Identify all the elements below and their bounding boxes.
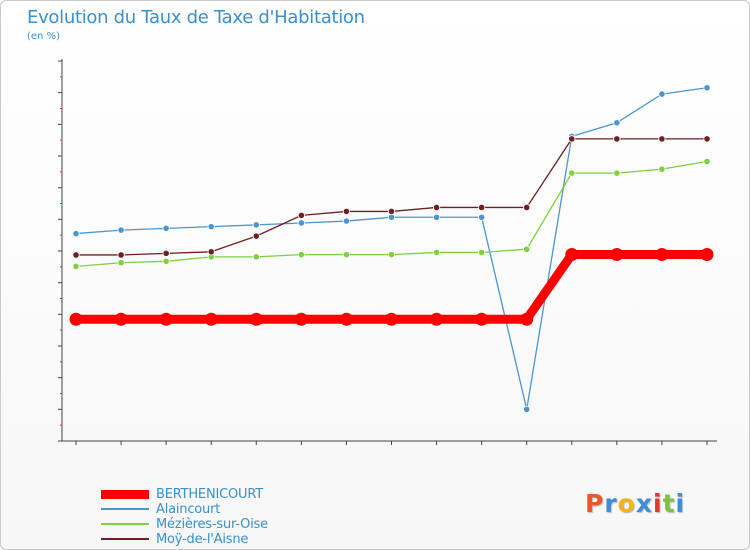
legend-swatch bbox=[101, 538, 149, 540]
data-point bbox=[387, 213, 396, 221]
data-point bbox=[523, 203, 531, 212]
data-point bbox=[432, 203, 441, 212]
data-point bbox=[432, 248, 441, 257]
data-point bbox=[478, 248, 486, 257]
series-line-1 bbox=[75, 87, 708, 410]
data-point bbox=[207, 248, 215, 256]
data-point bbox=[117, 226, 125, 234]
data-point bbox=[252, 232, 260, 240]
data-point bbox=[159, 312, 173, 326]
data-point bbox=[339, 312, 353, 326]
data-point bbox=[523, 245, 531, 253]
legend-item: Moÿ-de-l'Aisne bbox=[101, 532, 401, 547]
data-point bbox=[72, 229, 80, 238]
data-point bbox=[294, 312, 308, 326]
data-point bbox=[162, 224, 170, 232]
data-point bbox=[703, 135, 711, 143]
data-point bbox=[162, 249, 170, 257]
legend-item: Alaincourt bbox=[101, 502, 401, 517]
data-point bbox=[568, 135, 576, 143]
data-point bbox=[658, 165, 666, 173]
data-point bbox=[162, 257, 170, 265]
data-point bbox=[342, 217, 351, 225]
data-point bbox=[387, 207, 396, 216]
data-point bbox=[432, 213, 441, 221]
data-point bbox=[249, 312, 263, 326]
data-point bbox=[69, 312, 83, 326]
data-point bbox=[658, 135, 666, 143]
legend-label: BERTHENICOURT bbox=[156, 487, 263, 502]
data-point bbox=[297, 219, 305, 227]
data-point bbox=[613, 119, 621, 127]
series-points bbox=[69, 84, 714, 413]
data-point bbox=[297, 251, 305, 259]
logo-letter: i bbox=[675, 489, 686, 518]
axes bbox=[58, 59, 717, 445]
data-point bbox=[703, 84, 711, 92]
chart-legend: BERTHENICOURT Alaincourt Mézières-sur-Oise… bbox=[101, 487, 401, 547]
data-point bbox=[568, 169, 576, 177]
data-point bbox=[475, 312, 489, 326]
logo-letter: i bbox=[653, 489, 663, 518]
legend-swatch bbox=[101, 523, 149, 525]
data-point bbox=[703, 157, 711, 166]
data-point bbox=[72, 251, 80, 259]
series-lines bbox=[71, 87, 712, 410]
legend-label: Moÿ-de-l'Aisne bbox=[156, 532, 249, 547]
legend-swatch bbox=[101, 508, 149, 510]
data-point bbox=[297, 211, 305, 219]
data-point bbox=[520, 312, 534, 326]
logo-letter: o bbox=[617, 489, 636, 518]
data-point bbox=[117, 251, 125, 259]
data-point bbox=[478, 213, 486, 221]
chart-unit-label: (en %) bbox=[27, 31, 60, 42]
logo-letter: r bbox=[604, 489, 618, 518]
legend-item: Mézières-sur-Oise bbox=[101, 517, 401, 532]
chart-title: Evolution du Taux de Taxe d'Habitation bbox=[27, 7, 365, 28]
data-point bbox=[658, 90, 666, 98]
data-point bbox=[204, 312, 218, 326]
legend-label: Mézières-sur-Oise bbox=[156, 517, 268, 532]
data-point bbox=[72, 262, 80, 270]
data-point bbox=[387, 251, 396, 259]
legend-item: BERTHENICOURT bbox=[101, 487, 401, 502]
data-point bbox=[655, 247, 669, 261]
series-line-0 bbox=[71, 249, 712, 324]
series-line-3 bbox=[75, 138, 708, 256]
data-point bbox=[114, 312, 128, 326]
data-point bbox=[613, 169, 621, 177]
data-point bbox=[610, 247, 624, 261]
data-point bbox=[117, 259, 125, 267]
data-point bbox=[342, 207, 351, 216]
proxiti-logo: Proxiti bbox=[585, 489, 685, 518]
data-point bbox=[342, 251, 351, 259]
data-point bbox=[523, 405, 531, 413]
logo-letter: t bbox=[662, 489, 676, 518]
data-point bbox=[252, 253, 260, 261]
legend-label: Alaincourt bbox=[156, 502, 221, 517]
data-point bbox=[430, 312, 444, 326]
legend-swatch bbox=[101, 490, 149, 499]
data-point bbox=[478, 203, 486, 212]
data-point bbox=[613, 135, 621, 143]
logo-letter: x bbox=[635, 489, 653, 518]
data-point bbox=[252, 221, 260, 229]
data-point bbox=[385, 312, 398, 326]
data-point bbox=[565, 247, 579, 261]
logo-letter: P bbox=[585, 489, 605, 518]
data-point bbox=[207, 223, 215, 231]
data-point bbox=[700, 247, 714, 261]
